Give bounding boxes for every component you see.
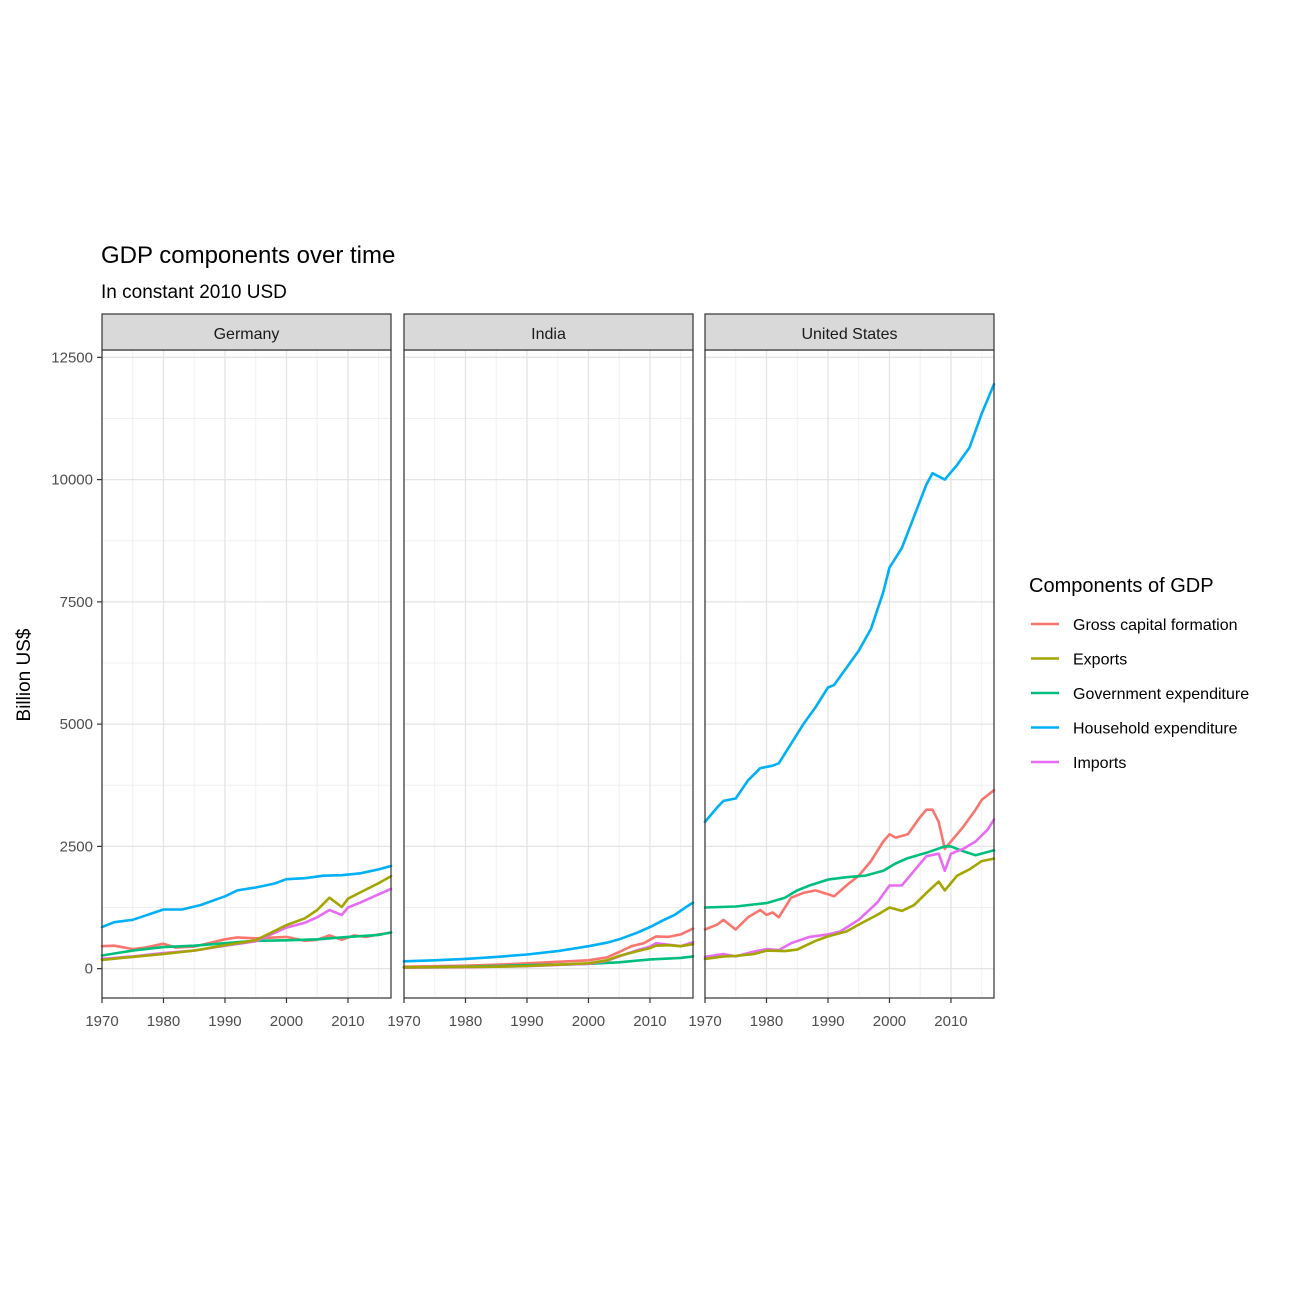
legend-label: Imports (1073, 755, 1126, 772)
series-line-gov (703, 845, 996, 909)
x-tick-label: 2010 (633, 1013, 666, 1030)
y-tick-label: 12500 (51, 349, 93, 366)
x-tick-label: 1990 (510, 1013, 543, 1030)
x-tick-label: 1980 (449, 1013, 482, 1030)
chart-title: GDP components over time (101, 242, 395, 269)
chart-subtitle: In constant 2010 USD (101, 282, 287, 303)
facet-panels: Germany 1970 1980 1990 2000 2010 India 1970 1980… (85, 313, 996, 1030)
x-tick-label: 1970 (387, 1013, 420, 1030)
legend-item-exports: Exports (1031, 652, 1127, 669)
x-tick-label: 2000 (873, 1013, 906, 1030)
series-line-exports (402, 942, 695, 969)
legend-label: Gross capital formation (1073, 617, 1238, 634)
panel-background (404, 350, 693, 998)
facet-strip-label: United States (801, 326, 897, 343)
series-line-exports (703, 857, 996, 961)
panel-united-states: United States 1970 1980 1990 2000 2010 (688, 313, 996, 1030)
x-tick-label: 1980 (147, 1013, 180, 1030)
x-tick-label: 1980 (750, 1013, 783, 1030)
series-line-exports (100, 874, 393, 962)
y-tick-label: 5000 (60, 716, 93, 733)
panel-india: India 1970 1980 1990 2000 2010 (387, 313, 695, 1030)
y-tick-label: 10000 (51, 472, 93, 489)
series-line-imports (703, 818, 996, 959)
facet-strip-label: India (531, 326, 566, 343)
x-tick-label: 1990 (208, 1013, 241, 1030)
x-tick-label: 1970 (85, 1013, 118, 1030)
x-tick-label: 2010 (331, 1013, 364, 1030)
series-line-household (100, 864, 393, 929)
legend-title: Components of GDP (1029, 575, 1214, 597)
panel-germany: Germany 1970 1980 1990 2000 2010 (85, 313, 393, 1030)
facet-strip-label: Germany (214, 326, 280, 343)
x-tick-label: 2000 (270, 1013, 303, 1030)
legend-label: Government expenditure (1073, 686, 1249, 703)
y-tick-label: 2500 (60, 838, 93, 855)
y-axis: 0 2500 5000 7500 10000 12500 (51, 349, 102, 978)
legend-label: Household expenditure (1073, 721, 1238, 738)
series-line-household (402, 901, 695, 963)
legend-label: Exports (1073, 652, 1127, 669)
legend: Components of GDP Gross capital formatio… (1029, 575, 1249, 772)
legend-item-gov: Government expenditure (1031, 686, 1249, 703)
x-tick-label: 1990 (811, 1013, 844, 1030)
series-line-household (703, 382, 996, 824)
legend-item-household: Household expenditure (1031, 721, 1238, 738)
facet-strip (704, 313, 995, 351)
x-tick-label: 2010 (934, 1013, 967, 1030)
facet-strip (101, 313, 392, 351)
y-tick-label: 7500 (60, 594, 93, 611)
legend-item-imports: Imports (1031, 755, 1126, 772)
x-tick-label: 2000 (572, 1013, 605, 1030)
facet-strip (403, 313, 694, 351)
y-tick-label: 0 (85, 961, 93, 978)
legend-item-gcf: Gross capital formation (1031, 617, 1238, 634)
x-tick-label: 1970 (688, 1013, 721, 1030)
y-axis-title: Billion US$ (14, 628, 35, 721)
